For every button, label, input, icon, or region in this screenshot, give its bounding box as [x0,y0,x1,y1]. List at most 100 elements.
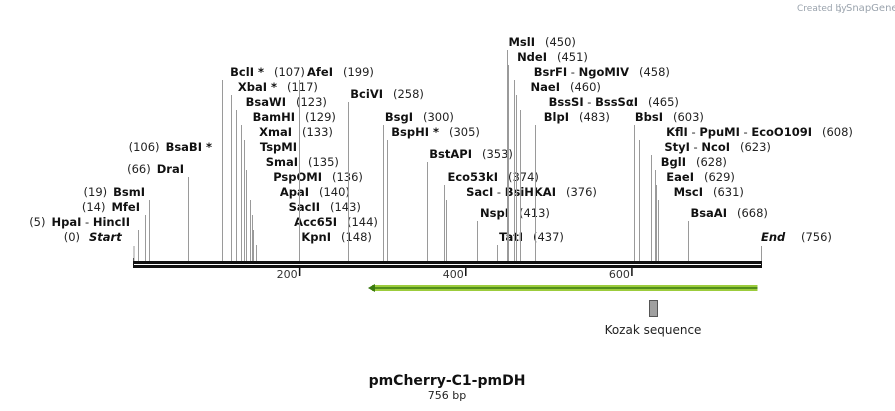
map-ends: (0) Start End (756) [64,230,832,261]
site-position: (123) [296,95,327,109]
feature-arrowhead-icon [367,284,375,292]
site-bgli[interactable]: BglI (628) [655,155,727,261]
enzyme-name: BlpI [544,110,569,124]
site-tati[interactable]: TatI (437) [497,230,564,261]
site-position: (140) [319,185,350,199]
site-label: DraI [157,162,184,176]
enzyme-name: NaeI [531,80,560,94]
enzyme-name: MfeI [111,200,140,214]
site-position: (14) [82,200,106,214]
enzyme-name: BciVI [350,87,383,101]
site-position: (608) [822,125,853,139]
site-label: SacI - BsiHKAI [466,185,556,199]
site-bsmi[interactable]: BsmI (19) [84,185,150,261]
site-position: (148) [341,230,372,244]
site-position: (623) [740,140,771,154]
ruler-ticks: 200 400 600 [277,268,633,281]
feature-arrow[interactable] [367,284,758,292]
site-mfei[interactable]: MfeI (14) [82,200,146,261]
enzyme-name: BamHI [253,110,295,124]
site-position: (129) [305,110,336,124]
site-label: StyI - NcoI [664,140,730,154]
enzyme-name: BsmI [113,185,145,199]
start-marker: (0) Start [64,230,135,261]
restriction-sites: HpaI - HincII (5) MfeI (14) BsmI (19) DraI (66)… [29,35,853,261]
site-ndei[interactable]: NdeI (451) [508,50,588,261]
site-position: (144) [347,215,378,229]
site-apai[interactable]: ApaI (140) [250,185,350,261]
site-xbai[interactable]: XbaI * (117) [231,80,318,261]
site-acc65i[interactable]: Acc65I (144) [253,215,378,261]
site-eaei[interactable]: EaeI (629) [656,170,735,261]
site-hpai[interactable]: HpaI - HincII (5) [29,215,139,261]
enzyme-name: BssSαI [595,95,638,109]
site-eco53ki[interactable]: Eco53kI (374) [444,170,539,261]
feature-kozak[interactable]: Kozak sequence [605,300,702,338]
site-msli[interactable]: MslI (450) [507,35,576,261]
site-position: (668) [737,206,768,220]
site-label: PspOMI [273,170,322,184]
site-label: Acc65I [294,215,337,229]
site-saci[interactable]: SacI - BsiHKAI (376) [446,185,597,261]
enzyme-name: BspHI * [391,125,439,139]
separator: - [740,125,751,139]
site-bsgi[interactable]: BsgI (300) [383,110,454,261]
enzyme-name: XmaI [259,125,292,139]
enzyme-name: TatI [499,230,523,244]
enzyme-name: KflI [666,125,688,139]
ruler-tick-label: 200 [277,268,298,281]
site-label: BlpI [544,110,569,124]
site-label: AfeI [307,65,333,79]
site-tspmi[interactable]: TspMI [244,140,298,261]
enzyme-name: HpaI [51,215,81,229]
site-bstapi[interactable]: BstAPI (353) [427,147,513,261]
site-bsrfi[interactable]: BsrFI - NgoMIV (458) [514,65,670,261]
site-label: KflI - PpuMI - EcoO109I [666,125,812,139]
enzyme-name: StyI [664,140,690,154]
enzyme-name: HincII [93,215,130,229]
site-sacii[interactable]: SacII (143) [252,200,361,261]
kozak-label: Kozak sequence [605,323,702,337]
enzyme-name: NspI [480,206,509,220]
site-position: (305) [449,125,480,139]
site-label: NspI [480,206,509,220]
site-kpni[interactable]: KpnI (148) [256,230,372,261]
enzyme-name: AfeI [307,65,333,79]
site-position: (629) [704,170,735,184]
site-styi[interactable]: StyI - NcoI (623) [651,140,771,261]
site-nspi[interactable]: NspI (413) [477,206,550,261]
separator: - [584,95,595,109]
site-bcivi[interactable]: BciVI (258) [348,87,424,261]
site-kfli[interactable]: KflI - PpuMI - EcoO109I (608) [639,125,853,261]
site-msci[interactable]: MscI (631) [658,185,744,261]
site-bsabi[interactable]: BsaBI * (106) [129,140,223,261]
site-label: BamHI [253,110,295,124]
site-pspomi[interactable]: PspOMI (136) [246,170,363,261]
features: Kozak sequence [367,284,758,338]
enzyme-name: NdeI [517,50,547,64]
site-label: MslI [508,35,535,49]
site-bamhi[interactable]: BamHI (129) [241,110,336,261]
site-bsaai[interactable]: BsaAI (668) [688,206,768,261]
start-position: (0) [64,230,80,244]
site-label: NaeI [531,80,560,94]
site-bsawi[interactable]: BsaWI (123) [236,95,327,261]
start-label: Start [89,230,122,244]
site-position: (458) [639,65,670,79]
site-afei[interactable]: AfeI (199) [299,65,374,261]
site-label: BglI [661,155,686,169]
site-label: TatI [499,230,523,244]
site-label: BsaWI [246,95,286,109]
site-bbsi[interactable]: BbsI (603) [634,110,704,261]
site-drai[interactable]: DraI (66) [127,162,189,261]
enzyme-name: NcoI [701,140,730,154]
site-blpi[interactable]: BlpI (483) [535,110,610,261]
site-naei[interactable]: NaeI (460) [516,80,601,261]
enzyme-name: SacII [289,200,320,214]
site-bsphi[interactable]: BspHI * (305) [387,125,480,261]
site-label: XmaI [259,125,292,139]
site-position: (631) [713,185,744,199]
site-bsssi[interactable]: BssSI - BssSαI (465) [520,95,679,261]
site-bcli[interactable]: BclI * (107) [222,65,305,261]
